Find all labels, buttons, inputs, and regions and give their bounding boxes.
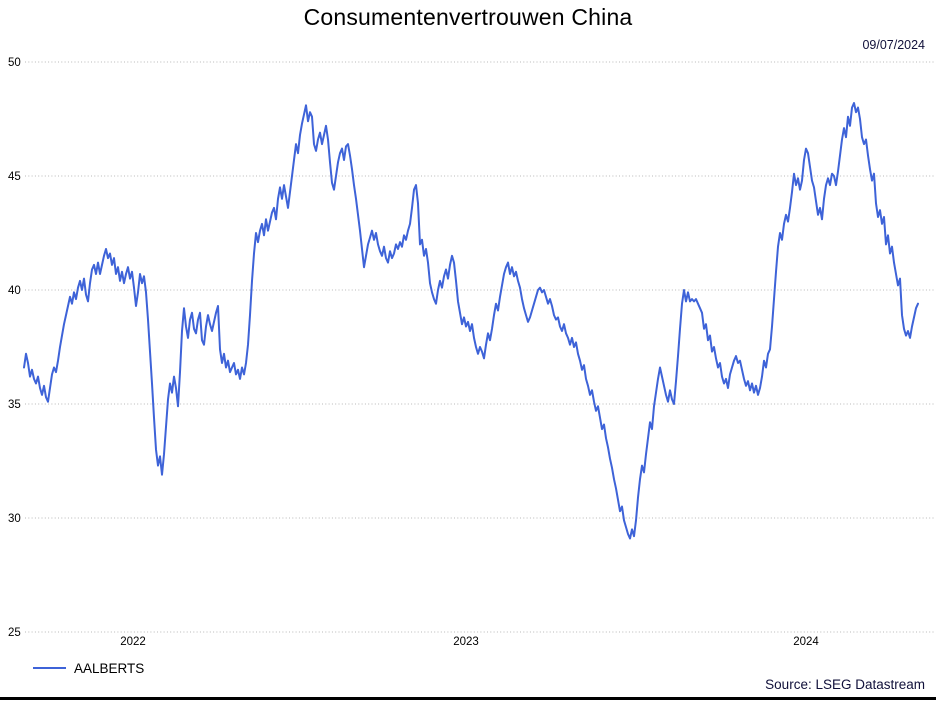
chart-title: Consumentenvertrouwen China — [303, 4, 633, 30]
bottom-border-bar — [0, 697, 936, 700]
legend-series-label: AALBERTS — [74, 660, 145, 676]
series-line-aalberts — [23, 102, 919, 540]
x-tick-label-2024: 2024 — [793, 636, 819, 648]
x-axis-tick-labels: 2022 2023 2024 — [120, 636, 819, 648]
y-tick-label-30: 30 — [8, 513, 21, 525]
date-annotation: 09/07/2024 — [862, 38, 925, 52]
y-tick-label-45: 45 — [8, 171, 21, 183]
legend: AALBERTS — [33, 659, 144, 677]
y-tick-label-50: 50 — [8, 57, 21, 69]
y-tick-label-35: 35 — [8, 399, 21, 411]
y-tick-label-25: 25 — [8, 627, 21, 639]
source-credit: Source: LSEG Datastream — [765, 677, 925, 692]
x-tick-label-2023: 2023 — [453, 636, 479, 648]
y-tick-label-40: 40 — [8, 285, 21, 297]
y-axis-tick-labels: 50 45 40 35 30 25 — [8, 57, 21, 639]
x-tick-label-2022: 2022 — [120, 636, 146, 648]
legend-line-swatch — [33, 667, 66, 669]
